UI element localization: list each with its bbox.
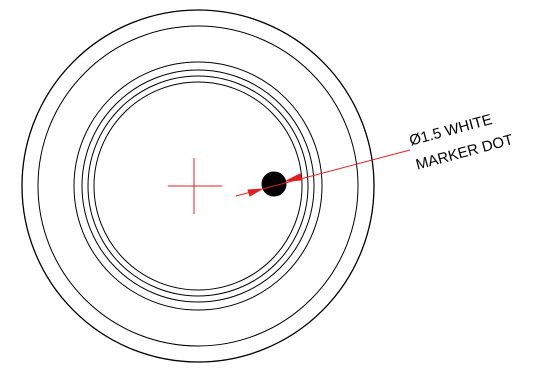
callout-label: Ø1.5 WHITE MARKER DOT [408, 111, 515, 174]
inner-ring-1 [73, 61, 323, 311]
outer-ring-inner-edge [37, 25, 359, 347]
leader-line [235, 149, 411, 197]
center-mark [168, 158, 222, 214]
inner-ring-2 [81, 69, 315, 303]
inner-ring-4 [93, 81, 303, 291]
diameter-leader [235, 149, 411, 197]
inner-ring-3 [87, 75, 309, 297]
arrowhead-right [285, 173, 303, 182]
marker-dot [261, 171, 287, 197]
outer-ring [21, 9, 375, 363]
arrowhead-left [247, 188, 263, 197]
